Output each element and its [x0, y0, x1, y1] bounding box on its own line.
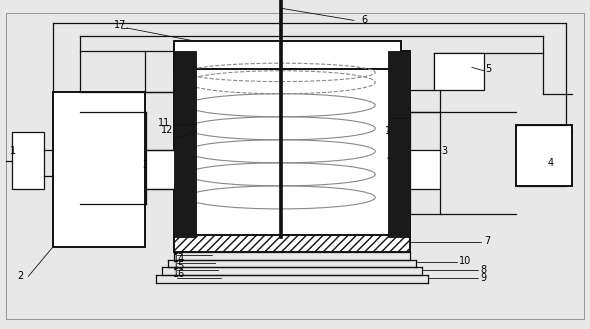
- Text: 10: 10: [459, 256, 471, 266]
- Text: 2: 2: [18, 271, 24, 281]
- Text: 11: 11: [158, 118, 171, 128]
- Bar: [174, 41, 401, 69]
- Text: 16: 16: [173, 269, 185, 279]
- Bar: [53, 92, 145, 247]
- Text: 9: 9: [481, 273, 487, 283]
- Text: 12: 12: [385, 126, 397, 136]
- Text: 3: 3: [143, 160, 149, 169]
- Text: 12: 12: [160, 125, 173, 135]
- Text: 10: 10: [389, 113, 402, 123]
- Text: 11: 11: [389, 152, 402, 162]
- Text: 4: 4: [548, 158, 553, 168]
- Text: 6: 6: [362, 15, 368, 25]
- Text: 13: 13: [173, 246, 185, 256]
- Text: 14: 14: [173, 254, 185, 264]
- Text: 3: 3: [441, 146, 447, 156]
- Bar: [12, 132, 44, 189]
- Bar: [388, 51, 410, 237]
- Bar: [174, 51, 196, 237]
- Bar: [434, 53, 484, 90]
- Text: 5: 5: [486, 64, 492, 74]
- Bar: [410, 150, 440, 189]
- Bar: [174, 51, 410, 237]
- Text: 15: 15: [173, 262, 185, 271]
- Text: 17: 17: [114, 20, 126, 30]
- Text: 8: 8: [481, 265, 487, 275]
- Text: 7: 7: [484, 236, 490, 246]
- Bar: [516, 125, 572, 186]
- Bar: [174, 235, 410, 252]
- Bar: [146, 150, 176, 189]
- Text: 1: 1: [10, 146, 16, 156]
